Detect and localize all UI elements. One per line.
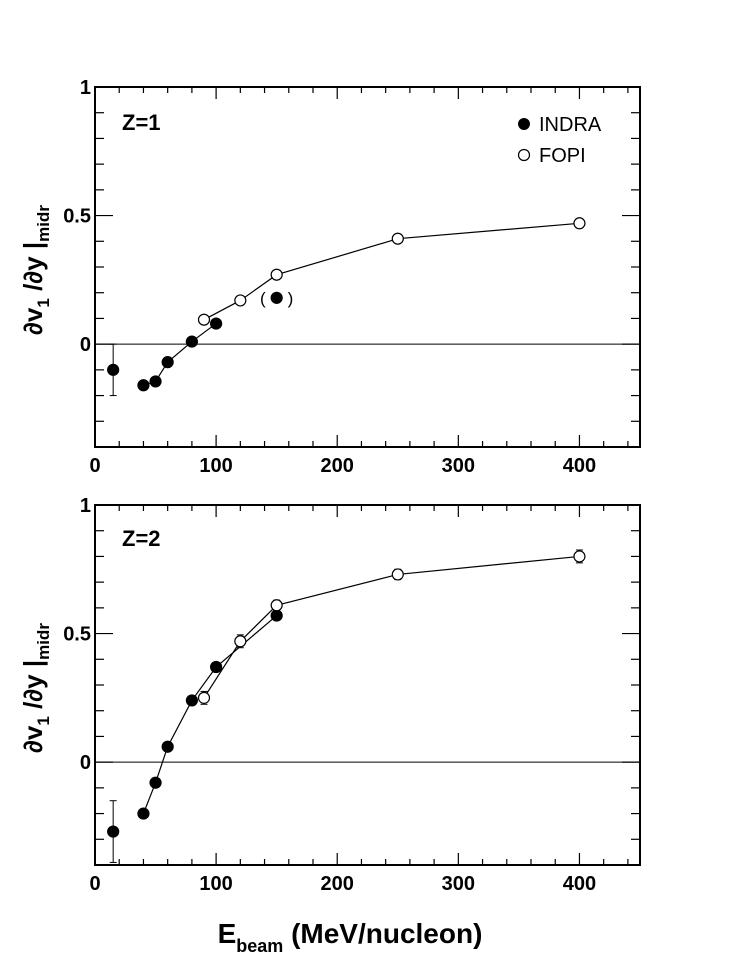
point-data-point	[107, 363, 120, 376]
x-tick-label: 200	[321, 455, 354, 477]
legend: INDRA FOPI	[517, 114, 602, 167]
fopi-data-point	[270, 268, 283, 281]
y-tick-label: 0.5	[63, 624, 91, 646]
x-axis-label: Ebeam (MeV/nucleon)	[218, 918, 483, 956]
x-tick-label: 300	[442, 873, 475, 895]
tick-marks: 0 100 200 300 400 0 0.5 1	[63, 77, 640, 477]
y-tick-label: 1	[80, 495, 91, 517]
y-tick-label: 0	[80, 752, 91, 774]
indra-data-point	[149, 776, 162, 789]
y-tick-label: 0.5	[63, 206, 91, 228]
point-data-point	[270, 291, 283, 304]
tick-marks: 0 100 200 300 400 0 0.5 1	[63, 495, 640, 895]
fopi-data-point	[234, 294, 247, 307]
indra-data-point	[185, 335, 198, 348]
point-paren-left: (	[260, 289, 266, 308]
indra-data-point	[149, 375, 162, 388]
data-layer: ()	[95, 217, 640, 397]
fopi-data-point	[573, 217, 586, 230]
indra-data-point	[210, 660, 223, 674]
x-tick-label: 400	[563, 455, 596, 477]
indra-data-point	[185, 694, 198, 707]
fopi-data-point	[391, 232, 404, 245]
y-axis-label: ∂v1 /∂y |midr	[18, 205, 53, 335]
y-axis-label: ∂v1 /∂y |midr	[18, 623, 53, 753]
fopi-data-point	[197, 691, 211, 704]
x-tick-label: 100	[199, 455, 232, 477]
x-tick-label: 400	[563, 873, 596, 895]
legend-label-indra: INDRA	[539, 114, 602, 136]
x-tick-label: 0	[89, 455, 100, 477]
x-tick-label: 100	[199, 873, 232, 895]
y-tick-label: 1	[80, 77, 91, 99]
panel-z1: 0 100 200 300 400 0 0.5 1 Z=1 ∂v1 /∂y |midr IND…	[18, 77, 641, 477]
fopi-series-line	[203, 555, 580, 699]
indra-series-line	[142, 615, 278, 814]
x-tick-label: 200	[321, 873, 354, 895]
indra-data-point	[210, 317, 223, 330]
point-data-point	[107, 825, 120, 838]
plot-frame	[94, 86, 641, 448]
panel-label: Z=2	[122, 526, 161, 551]
legend-label-fopi: FOPI	[539, 145, 586, 167]
indra-data-point	[137, 807, 150, 820]
panel-label: Z=1	[122, 110, 161, 135]
panel-z2: 0 100 200 300 400 0 0.5 1 Z=2 ∂v1 /∂y |midr	[18, 495, 641, 895]
x-tick-label: 300	[442, 455, 475, 477]
fopi-data-point	[573, 550, 586, 563]
fopi-data-point	[270, 599, 283, 612]
indra-data-point	[161, 740, 174, 753]
data-layer	[95, 549, 640, 863]
indra-data-point	[137, 379, 150, 392]
indra-data-point	[270, 609, 283, 622]
point-paren-right: )	[288, 289, 294, 308]
fopi-data-point	[234, 635, 247, 648]
fopi-data-point	[197, 313, 211, 326]
legend-marker-fopi	[517, 148, 531, 162]
legend-marker-indra	[518, 118, 530, 130]
x-tick-label: 0	[89, 873, 100, 895]
fopi-data-point	[391, 568, 404, 581]
indra-data-point	[161, 356, 174, 369]
y-tick-label: 0	[80, 334, 91, 356]
